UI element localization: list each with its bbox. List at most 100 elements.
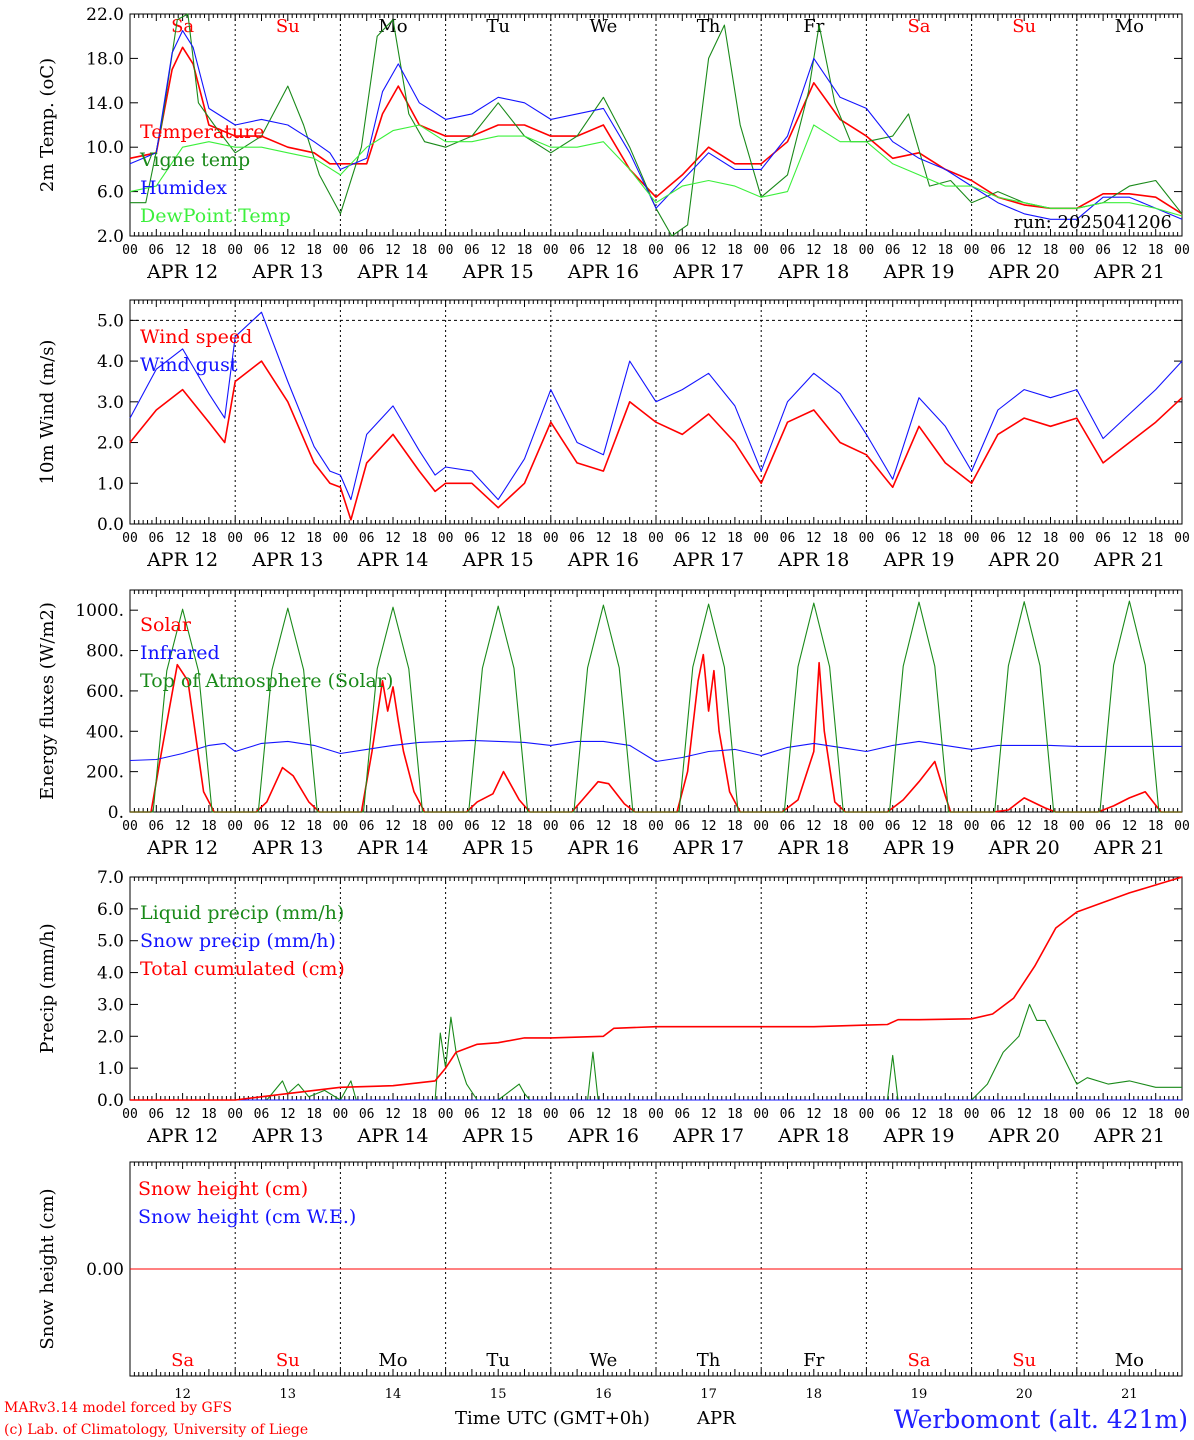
date-label: APR 14 [356, 549, 428, 571]
hour-tick-label: 06 [1095, 243, 1111, 258]
hour-tick-label: 00 [648, 1107, 664, 1122]
hour-tick-label: 06 [674, 531, 690, 546]
hour-tick-label: 12 [701, 243, 717, 258]
hour-tick-label: 06 [569, 243, 585, 258]
weekday-label: Mo [1115, 1350, 1144, 1371]
snow-panel: 0.00 Snow height (cm) Sa Su Mo Tu We Th Fr Sa Su Mo… [37, 1161, 1183, 1402]
hour-tick-label: 06 [1095, 1107, 1111, 1122]
hour-tick-label: 12 [280, 1107, 296, 1122]
hour-tick-label: 00 [964, 1107, 980, 1122]
hour-tick-label: 12 [911, 531, 927, 546]
date-label: APR 14 [356, 261, 428, 283]
hour-tick-label: 18 [517, 1107, 533, 1122]
hour-tick-label: 00 [122, 531, 138, 546]
date-label: APR 21 [1093, 837, 1165, 859]
date-label: APR 18 [777, 549, 849, 571]
hour-tick-label: 06 [359, 531, 375, 546]
hour-tick-label: 12 [1016, 531, 1032, 546]
hour-tick-label: 00 [1174, 1107, 1190, 1122]
y-tick-label: 5.0 [97, 311, 124, 331]
hour-tick-label: 18 [201, 1107, 217, 1122]
hour-tick-label: 00 [227, 531, 243, 546]
weekday-label: Su [276, 1350, 300, 1371]
hour-tick-label: 18 [517, 819, 533, 834]
y-tick-label: 0.0 [97, 1091, 124, 1111]
hour-tick-label: 00 [859, 243, 875, 258]
legend-entry: Humidex [140, 177, 227, 199]
credit-line-1: MARv3.14 model forced by GFS [4, 1400, 232, 1416]
legend-entry: Snow height (cm) [138, 1178, 308, 1200]
hour-tick-label: 18 [727, 531, 743, 546]
series-line [129, 124, 1183, 217]
hour-tick-label: 00 [122, 243, 138, 258]
legend-entry: DewPoint Temp [140, 205, 291, 227]
legend-entry: Infrared [140, 642, 220, 664]
hour-tick-label: 18 [622, 531, 638, 546]
day-number-label: 21 [1121, 1387, 1138, 1402]
date-label: APR 20 [988, 1125, 1060, 1147]
hour-tick-label: 06 [148, 819, 164, 834]
hour-tick-label: 12 [596, 819, 612, 834]
weekday-label: Tu [486, 1350, 510, 1371]
temperature-panel: 2.0 6.0 10.0 14.0 18.0 22.0 2m Temp. (oC) 00 06 1… [37, 5, 1190, 283]
hour-tick-label: 12 [806, 531, 822, 546]
date-label: APR 14 [356, 1125, 428, 1147]
date-label: APR 17 [672, 1125, 744, 1147]
date-label: APR 20 [988, 261, 1060, 283]
y-tick-label: 2.0 [97, 434, 124, 454]
day-number-label: 19 [911, 1387, 928, 1402]
hour-tick-label: 12 [280, 531, 296, 546]
hour-tick-label: 06 [885, 1107, 901, 1122]
hour-tick-label: 18 [411, 243, 427, 258]
day-number-label: 14 [385, 1387, 402, 1402]
hour-tick-label: 00 [859, 819, 875, 834]
hour-tick-label: 12 [1016, 1107, 1032, 1122]
hour-tick-label: 00 [438, 243, 454, 258]
hour-tick-label: 00 [333, 243, 349, 258]
hour-tick-label: 12 [175, 1107, 191, 1122]
hour-tick-label: 18 [411, 531, 427, 546]
hour-tick-label: 06 [464, 243, 480, 258]
y-tick-label: 800. [86, 642, 124, 662]
energy-panel: 0. 200. 400. 600. 800. 1000. Energy fluxes (W/… [37, 589, 1190, 859]
hour-tick-label: 12 [490, 531, 506, 546]
temperature-y-axis-label: 2m Temp. (oC) [37, 58, 58, 192]
date-label: APR 15 [462, 1125, 534, 1147]
x-axis-title: Time UTC (GMT+0h) [455, 1408, 650, 1429]
x-axis-month: APR [696, 1408, 736, 1429]
date-label: APR 15 [462, 837, 534, 859]
series-line [129, 46, 1183, 215]
legend-entry: Vigne temp [139, 149, 250, 171]
hour-tick-label: 12 [490, 819, 506, 834]
legend-entry: Top of Atmosphere (Solar) [140, 670, 393, 692]
date-label: APR 13 [251, 837, 323, 859]
legend-entry: Snow height (cm W.E.) [138, 1206, 356, 1228]
y-tick-label: 18.0 [86, 49, 124, 69]
hour-tick-label: 06 [148, 243, 164, 258]
date-label: APR 21 [1093, 1125, 1165, 1147]
hour-tick-label: 06 [674, 819, 690, 834]
date-label: APR 20 [988, 549, 1060, 571]
day-number-label: 17 [700, 1387, 717, 1402]
hour-tick-label: 00 [964, 243, 980, 258]
weekday-label: Sa [171, 1350, 194, 1371]
hour-tick-label: 00 [333, 819, 349, 834]
hour-tick-label: 12 [385, 819, 401, 834]
hour-tick-label: 06 [990, 531, 1006, 546]
hour-tick-label: 18 [411, 1107, 427, 1122]
weekday-label: Sa [171, 16, 194, 37]
hour-tick-label: 06 [1095, 531, 1111, 546]
hour-tick-label: 18 [832, 531, 848, 546]
date-label: APR 12 [146, 1125, 218, 1147]
wind-y-axis-label: 10m Wind (m/s) [37, 340, 58, 485]
hour-tick-label: 18 [1148, 243, 1164, 258]
y-tick-label: 400. [86, 722, 124, 742]
hour-tick-label: 12 [175, 243, 191, 258]
hour-tick-label: 18 [622, 819, 638, 834]
hour-tick-label: 06 [569, 531, 585, 546]
hour-tick-label: 18 [937, 819, 953, 834]
hour-tick-label: 06 [254, 1107, 270, 1122]
hour-tick-label: 00 [964, 531, 980, 546]
hour-tick-label: 12 [911, 243, 927, 258]
hour-tick-label: 06 [148, 1107, 164, 1122]
